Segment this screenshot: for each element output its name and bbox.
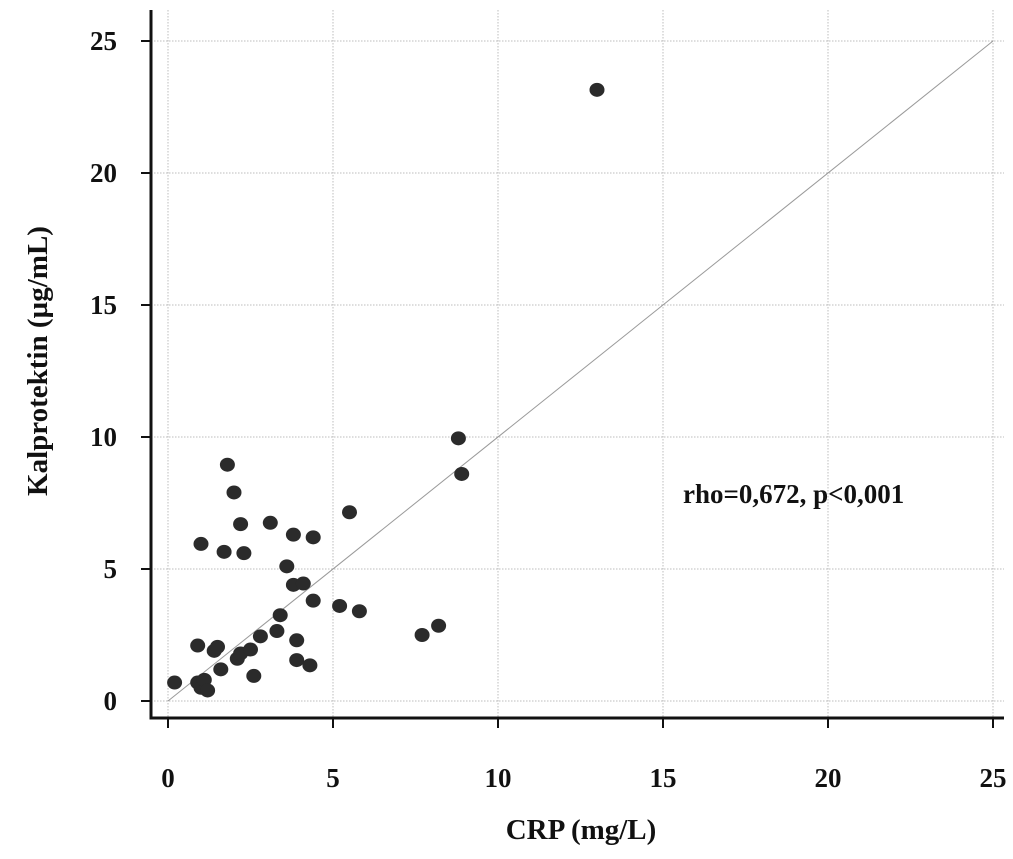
data-point [332,598,348,613]
data-point [302,658,318,673]
y-tick-label: 10 [90,422,117,452]
x-tick-label: 15 [650,763,677,793]
data-point [196,672,212,687]
data-point [342,505,357,520]
x-tick-label: 25 [980,763,1007,793]
reference-line [167,40,994,702]
data-point [414,628,430,642]
data-point [236,546,252,561]
data-point [216,544,232,559]
data-point [289,633,305,648]
y-tick-label: 0 [104,686,118,716]
data-point [262,515,278,530]
y-axis-title: Kalprotektin (µg/mL) [22,226,54,496]
data-point [289,653,305,668]
data-point [252,629,268,644]
axes [149,10,1004,720]
data-point [305,593,321,608]
data-point [454,466,470,481]
grid-lines [151,10,1004,718]
x-tick-label: 0 [161,763,175,793]
y-axis-ticks: 0 5 10 15 20 25 [90,26,151,716]
data-point [246,668,262,683]
data-point [243,642,258,657]
y-tick-label: 5 [104,554,118,584]
data-point [226,485,242,500]
data-point [219,457,235,472]
y-tick-label: 25 [90,26,117,56]
y-tick-label: 20 [90,158,117,188]
x-tick-label: 10 [485,763,512,793]
x-tick-label: 5 [326,763,340,793]
data-point [167,675,183,690]
data-point [272,608,288,623]
data-point [305,530,321,545]
data-point [431,618,447,633]
correlation-annotation: rho=0,672, p<0,001 [683,479,904,509]
x-axis-ticks: 0 5 10 15 20 25 [161,718,1007,793]
x-tick-label: 20 [815,763,842,793]
data-point [351,604,367,619]
data-point [285,527,301,542]
data-point [589,82,605,97]
data-point [193,536,209,551]
data-point [213,662,229,677]
data-point [450,431,466,446]
y-tick-label: 15 [90,290,117,320]
data-point [210,639,225,654]
data-point [190,638,206,653]
x-axis-title: CRP (mg/L) [506,814,657,846]
data-point [233,517,249,532]
data-points [167,82,605,698]
data-point [279,559,295,574]
data-point [295,576,311,591]
data-point [269,624,285,639]
data-point [200,683,216,698]
